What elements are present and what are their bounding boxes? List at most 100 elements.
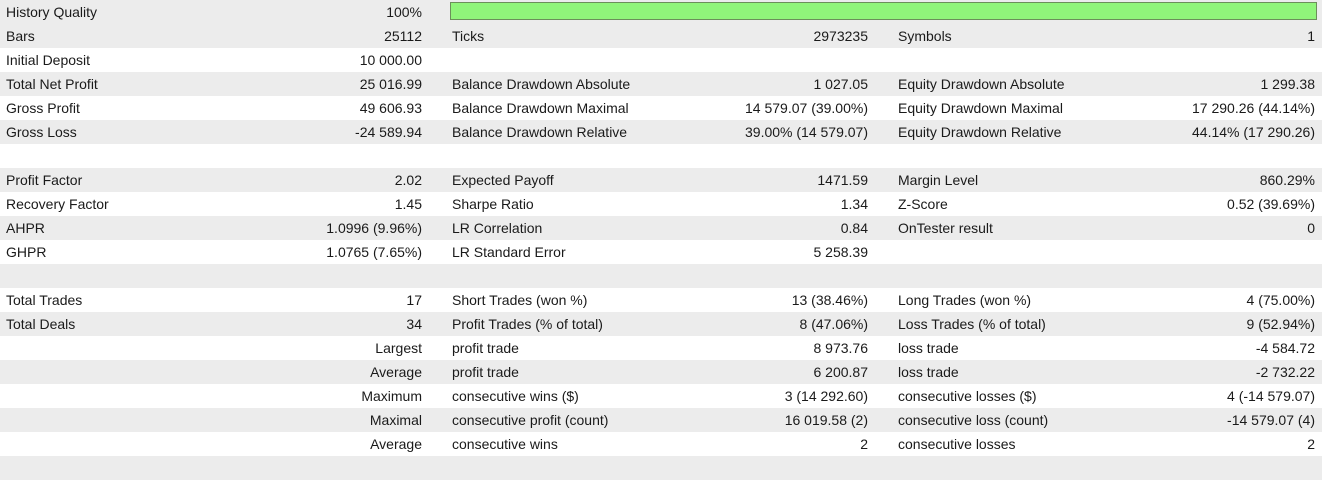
balance-dd-absolute-value: 1 027.05 xyxy=(813,76,869,92)
net-profit-label: Total Net Profit xyxy=(6,76,98,92)
balance-dd-relative-label: Balance Drawdown Relative xyxy=(452,124,628,140)
largest-loss-label: loss trade xyxy=(898,340,959,356)
long-trades-label: Long Trades (won %) xyxy=(898,292,1032,308)
net-profit-value: 25 016.99 xyxy=(359,76,422,92)
report-row: Average consecutive wins 2 consecutive l… xyxy=(0,432,1322,456)
max-consecutive-losses-value: 4 (-14 579.07) xyxy=(1227,388,1315,404)
history-quality-bar-fill xyxy=(451,3,1316,19)
report-row: Total Deals 34 Profit Trades (% of total… xyxy=(0,312,1322,336)
average-loss-value: -2 732.22 xyxy=(1255,364,1315,380)
ticks-value: 2973235 xyxy=(813,28,868,44)
equity-dd-absolute-value: 1 299.38 xyxy=(1260,76,1316,92)
margin-level-value: 860.29% xyxy=(1259,172,1315,188)
report-row: AHPR 1.0996 (9.96%) LR Correlation 0.84 … xyxy=(0,216,1322,240)
report-row: Gross Loss -24 589.94 Balance Drawdown R… xyxy=(0,120,1322,144)
symbols-value: 1 xyxy=(1307,28,1315,44)
average-consecutive-label: Average xyxy=(370,436,422,452)
maximal-consecutive-profit-value: 16 019.58 (2) xyxy=(784,412,868,428)
balance-dd-relative-value: 39.00% (14 579.07) xyxy=(745,124,868,140)
largest-loss-value: -4 584.72 xyxy=(1255,340,1315,356)
balance-dd-maximal-value: 14 579.07 (39.00%) xyxy=(745,100,868,116)
avg-consecutive-wins-value: 2 xyxy=(860,436,868,452)
gross-loss-value: -24 589.94 xyxy=(355,124,422,140)
sharpe-ratio-value: 1.34 xyxy=(840,196,868,212)
initial-deposit-value: 10 000.00 xyxy=(359,52,422,68)
expected-payoff-label: Expected Payoff xyxy=(452,172,554,188)
loss-trades-label: Loss Trades (% of total) xyxy=(898,316,1046,332)
recovery-factor-label: Recovery Factor xyxy=(6,196,109,212)
symbols-label: Symbols xyxy=(898,28,952,44)
ahpr-label: AHPR xyxy=(6,220,45,236)
bars-label: Bars xyxy=(6,28,35,44)
report-row: Total Net Profit 25 016.99 Balance Drawd… xyxy=(0,72,1322,96)
maximal-consecutive-profit-label: consecutive profit (count) xyxy=(452,412,609,428)
equity-dd-relative-label: Equity Drawdown Relative xyxy=(898,124,1062,140)
avg-consecutive-losses-value: 2 xyxy=(1307,436,1315,452)
history-quality-bar xyxy=(450,2,1317,20)
history-quality-value: 100% xyxy=(386,4,422,20)
spacer-row xyxy=(0,264,1322,288)
total-deals-label: Total Deals xyxy=(6,316,76,332)
largest-label: Largest xyxy=(375,340,422,356)
profit-factor-label: Profit Factor xyxy=(6,172,83,188)
expected-payoff-value: 1471.59 xyxy=(817,172,868,188)
loss-trades-value: 9 (52.94%) xyxy=(1246,316,1315,332)
maximal-label: Maximal xyxy=(369,412,422,428)
sharpe-ratio-label: Sharpe Ratio xyxy=(452,196,534,212)
ticks-label: Ticks xyxy=(452,28,485,44)
profit-trades-label: Profit Trades (% of total) xyxy=(452,316,603,332)
average-label: Average xyxy=(370,364,422,380)
margin-level-label: Margin Level xyxy=(898,172,979,188)
ontester-result-label: OnTester result xyxy=(898,220,993,236)
ontester-result-value: 0 xyxy=(1307,220,1315,236)
gross-profit-label: Gross Profit xyxy=(6,100,80,116)
largest-profit-value: 8 973.76 xyxy=(813,340,869,356)
history-quality-label: History Quality xyxy=(6,4,98,20)
report-row: GHPR 1.0765 (7.65%) LR Standard Error 5 … xyxy=(0,240,1322,264)
report-row: Total Trades 17 Short Trades (won %) 13 … xyxy=(0,288,1322,312)
average-loss-label: loss trade xyxy=(898,364,959,380)
report-row: Maximum consecutive wins ($) 3 (14 292.6… xyxy=(0,384,1322,408)
report-row: Profit Factor 2.02 Expected Payoff 1471.… xyxy=(0,168,1322,192)
z-score-label: Z-Score xyxy=(898,196,948,212)
report-row: Maximal consecutive profit (count) 16 01… xyxy=(0,408,1322,432)
profit-trades-value: 8 (47.06%) xyxy=(799,316,868,332)
report-row: Recovery Factor 1.45 Sharpe Ratio 1.34 Z… xyxy=(0,192,1322,216)
report-row: Bars 25112 Ticks 2973235 Symbols 1 xyxy=(0,24,1322,48)
initial-deposit-label: Initial Deposit xyxy=(6,52,91,68)
maximal-consecutive-loss-label: consecutive loss (count) xyxy=(898,412,1049,428)
profit-factor-value: 2.02 xyxy=(394,172,422,188)
short-trades-label: Short Trades (won %) xyxy=(452,292,588,308)
spacer-row xyxy=(0,456,1322,480)
equity-dd-maximal-label: Equity Drawdown Maximal xyxy=(898,100,1063,116)
report-row: Gross Profit 49 606.93 Balance Drawdown … xyxy=(0,96,1322,120)
ghpr-value: 1.0765 (7.65%) xyxy=(326,244,422,260)
max-consecutive-wins-value: 3 (14 292.60) xyxy=(784,388,868,404)
lr-correlation-value: 0.84 xyxy=(840,220,868,236)
maximal-consecutive-loss-value: -14 579.07 (4) xyxy=(1227,412,1315,428)
avg-consecutive-wins-label: consecutive wins xyxy=(452,436,558,452)
z-score-value: 0.52 (39.69%) xyxy=(1227,196,1315,212)
avg-consecutive-losses-label: consecutive losses xyxy=(898,436,1016,452)
equity-dd-maximal-value: 17 290.26 (44.14%) xyxy=(1192,100,1315,116)
max-consecutive-losses-label: consecutive losses ($) xyxy=(898,388,1037,404)
ahpr-value: 1.0996 (9.96%) xyxy=(326,220,422,236)
largest-profit-label: profit trade xyxy=(452,340,519,356)
bars-value: 25112 xyxy=(384,28,422,44)
lr-correlation-label: LR Correlation xyxy=(452,220,543,236)
equity-dd-absolute-label: Equity Drawdown Absolute xyxy=(898,76,1065,92)
gross-profit-value: 49 606.93 xyxy=(359,100,422,116)
report-row: Largest profit trade 8 973.76 loss trade… xyxy=(0,336,1322,360)
max-consecutive-wins-label: consecutive wins ($) xyxy=(452,388,579,404)
lr-standard-error-value: 5 258.39 xyxy=(813,244,869,260)
total-deals-value: 34 xyxy=(406,316,422,332)
short-trades-value: 13 (38.46%) xyxy=(791,292,868,308)
recovery-factor-value: 1.45 xyxy=(394,196,422,212)
average-profit-label: profit trade xyxy=(452,364,519,380)
gross-loss-label: Gross Loss xyxy=(6,124,77,140)
equity-dd-relative-value: 44.14% (17 290.26) xyxy=(1192,124,1315,140)
total-trades-value: 17 xyxy=(406,292,422,308)
balance-dd-maximal-label: Balance Drawdown Maximal xyxy=(452,100,629,116)
total-trades-label: Total Trades xyxy=(6,292,83,308)
